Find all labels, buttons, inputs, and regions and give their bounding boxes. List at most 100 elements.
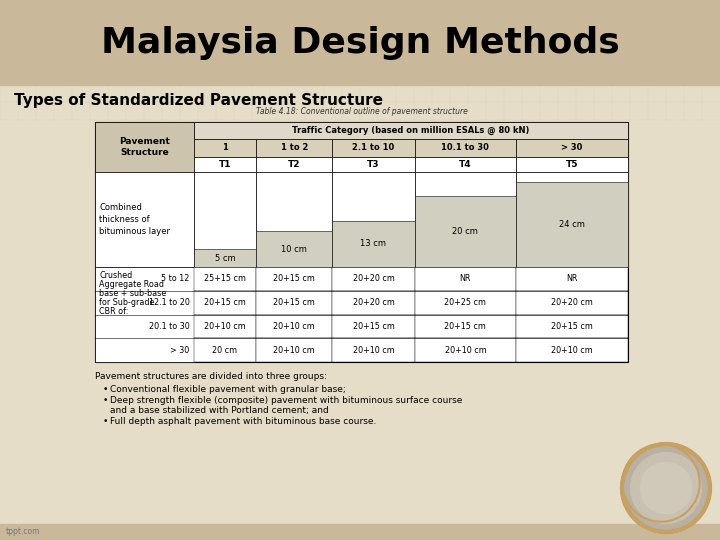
Text: 20+10 cm: 20+10 cm <box>274 322 315 331</box>
Bar <box>332 291 415 314</box>
Text: 25+15 cm: 25+15 cm <box>204 274 246 284</box>
Bar <box>415 338 516 362</box>
Text: NR: NR <box>460 274 471 284</box>
Text: NR: NR <box>567 274 577 284</box>
Bar <box>415 195 516 267</box>
Text: Crushed: Crushed <box>99 271 132 280</box>
Text: for Sub-grade: for Sub-grade <box>99 298 155 307</box>
Bar <box>516 157 628 172</box>
Bar <box>332 338 415 362</box>
Text: 10 cm: 10 cm <box>282 245 307 254</box>
Text: 5 cm: 5 cm <box>215 254 235 262</box>
Bar <box>516 338 628 362</box>
Text: 24 cm: 24 cm <box>559 220 585 229</box>
Bar <box>0 524 720 540</box>
Text: 20+20 cm: 20+20 cm <box>551 298 593 307</box>
Bar <box>256 314 332 338</box>
Text: 20+10 cm: 20+10 cm <box>444 346 486 355</box>
Text: tppt.com: tppt.com <box>6 528 40 537</box>
Text: 5 to 12: 5 to 12 <box>161 274 189 284</box>
Text: Deep strength flexible (composite) pavement with bituminous surface course: Deep strength flexible (composite) pavem… <box>110 396 462 405</box>
Text: •: • <box>103 417 109 426</box>
Bar <box>194 267 256 291</box>
Bar <box>194 122 628 139</box>
Text: T5: T5 <box>566 160 578 169</box>
Text: Combined
thickness of
bituminous layer: Combined thickness of bituminous layer <box>99 202 170 237</box>
Text: Traffic Category (based on million ESALs @ 80 kN): Traffic Category (based on million ESALs… <box>292 126 529 135</box>
Text: T1: T1 <box>219 160 231 169</box>
Bar <box>415 291 516 314</box>
Bar <box>516 172 628 267</box>
Bar <box>332 139 415 157</box>
Text: Pavement
Structure: Pavement Structure <box>119 137 170 157</box>
Bar <box>194 157 256 172</box>
Bar <box>194 139 256 157</box>
Bar <box>256 139 332 157</box>
Text: 20+10 cm: 20+10 cm <box>353 346 395 355</box>
Text: 13 cm: 13 cm <box>361 239 387 248</box>
Bar <box>332 314 415 338</box>
Text: and a base stabilized with Portland cement; and: and a base stabilized with Portland ceme… <box>110 406 329 415</box>
Text: 20+15 cm: 20+15 cm <box>204 298 246 307</box>
Bar <box>516 181 628 267</box>
Text: •: • <box>103 385 109 394</box>
Text: 20+20 cm: 20+20 cm <box>353 298 395 307</box>
Bar <box>256 291 332 314</box>
Bar <box>415 157 516 172</box>
Text: T3: T3 <box>367 160 379 169</box>
Bar <box>95 122 628 362</box>
Text: 1: 1 <box>222 144 228 152</box>
Bar <box>95 122 194 172</box>
Text: T2: T2 <box>288 160 300 169</box>
Bar <box>95 172 194 267</box>
Bar <box>415 139 516 157</box>
Text: Malaysia Design Methods: Malaysia Design Methods <box>101 26 619 60</box>
Text: 2.1 to 10: 2.1 to 10 <box>352 144 395 152</box>
Bar <box>194 172 256 267</box>
Text: 20 cm: 20 cm <box>212 346 238 355</box>
Bar <box>332 172 415 267</box>
Text: 20.1 to 30: 20.1 to 30 <box>149 322 189 331</box>
Text: 20+10 cm: 20+10 cm <box>204 322 246 331</box>
Text: 20+15 cm: 20+15 cm <box>274 274 315 284</box>
Bar <box>332 221 415 267</box>
Bar <box>256 231 332 267</box>
Text: Pavement structures are divided into three groups:: Pavement structures are divided into thr… <box>95 372 327 381</box>
Bar <box>194 338 256 362</box>
Text: Types of Standardized Pavement Structure: Types of Standardized Pavement Structure <box>14 92 383 107</box>
Text: 20+10 cm: 20+10 cm <box>274 346 315 355</box>
Bar <box>256 157 332 172</box>
Text: •: • <box>103 396 109 405</box>
Text: 20+25 cm: 20+25 cm <box>444 298 487 307</box>
Text: 20+10 cm: 20+10 cm <box>552 346 593 355</box>
Circle shape <box>639 462 693 515</box>
Bar <box>516 267 628 291</box>
Text: > 30: > 30 <box>171 346 189 355</box>
Bar <box>516 291 628 314</box>
Bar <box>415 267 516 291</box>
Bar <box>256 172 332 267</box>
Bar <box>516 139 628 157</box>
Text: Conventional flexible pavement with granular base;: Conventional flexible pavement with gran… <box>110 385 346 394</box>
Text: 20+15 cm: 20+15 cm <box>274 298 315 307</box>
Circle shape <box>630 452 702 524</box>
Text: 20+20 cm: 20+20 cm <box>353 274 395 284</box>
Text: CBR of:: CBR of: <box>99 307 128 316</box>
Text: 1 to 2: 1 to 2 <box>281 144 308 152</box>
Text: Full depth asphalt pavement with bituminous base course.: Full depth asphalt pavement with bitumin… <box>110 417 377 426</box>
Text: 20+15 cm: 20+15 cm <box>444 322 487 331</box>
Bar <box>516 314 628 338</box>
Bar <box>95 267 194 362</box>
Text: 10.1 to 30: 10.1 to 30 <box>441 144 490 152</box>
Text: > 30: > 30 <box>562 144 582 152</box>
Bar <box>194 249 256 267</box>
Text: Table 4.18: Conventional outline of pavement structure: Table 4.18: Conventional outline of pave… <box>256 107 467 116</box>
Text: Aggregate Road: Aggregate Road <box>99 280 164 289</box>
Text: 20 cm: 20 cm <box>452 227 478 236</box>
Bar <box>332 267 415 291</box>
Circle shape <box>622 444 710 532</box>
Text: 12.1 to 20: 12.1 to 20 <box>149 298 189 307</box>
Text: 20+15 cm: 20+15 cm <box>551 322 593 331</box>
Text: base + sub-base: base + sub-base <box>99 289 166 298</box>
Bar <box>332 157 415 172</box>
